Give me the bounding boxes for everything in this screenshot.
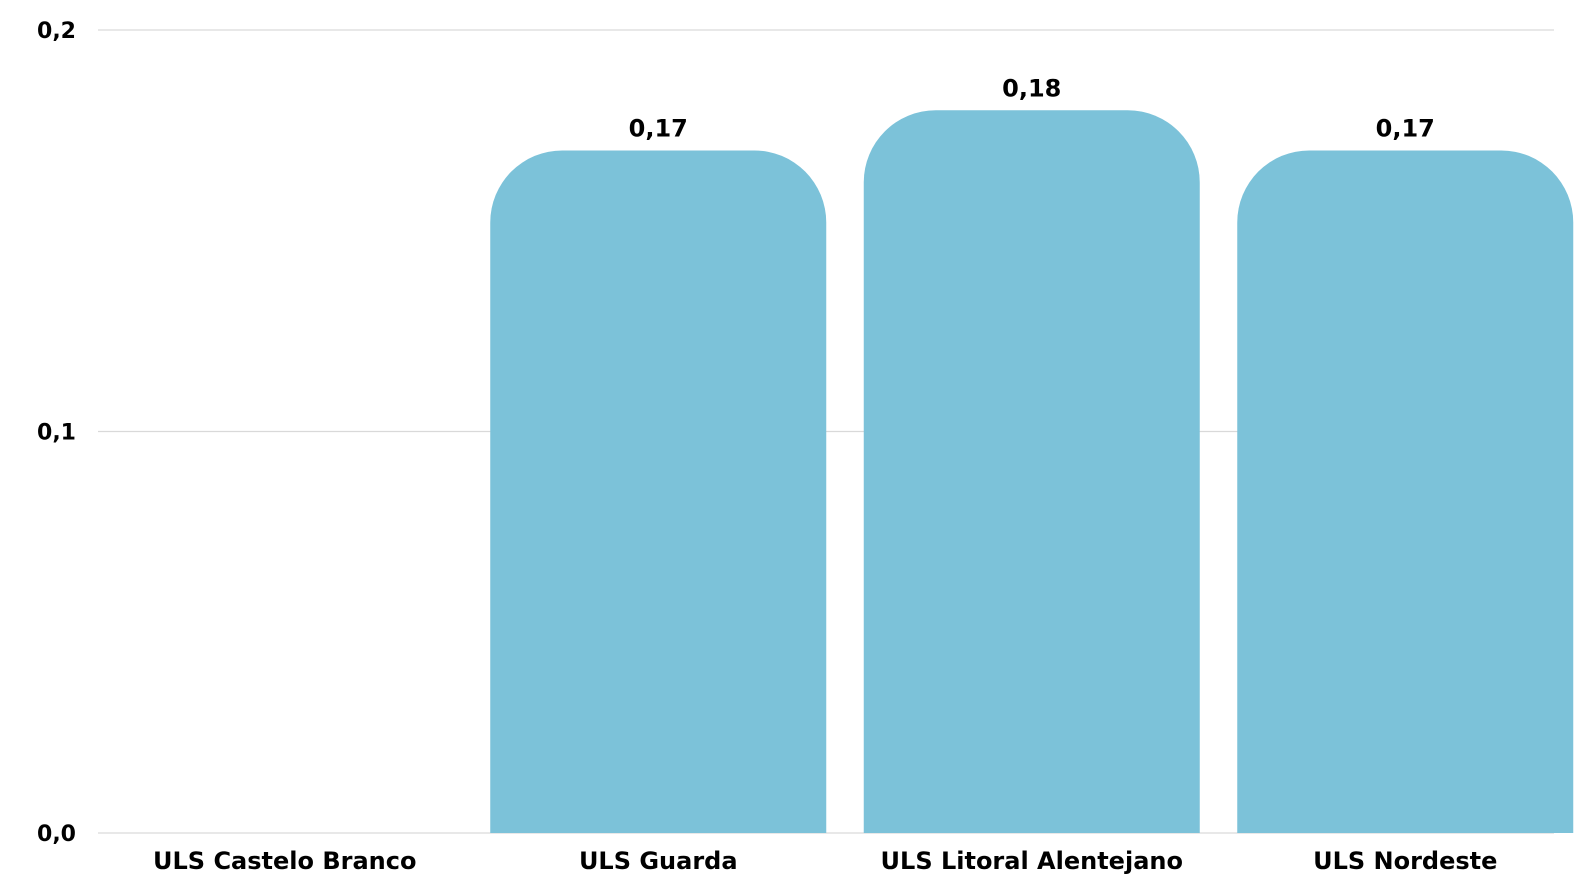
y-tick-label: 0,1 [37,421,76,446]
x-tick-label: ULS Guarda [579,847,738,875]
x-axis: ULS Castelo Branco ULS Guarda ULS Litoral … [153,847,1497,875]
bar [490,150,827,833]
bar [863,110,1200,834]
data-label: 0,17 [1376,114,1435,142]
data-labels: 0,17 0,18 0,17 [629,74,1435,142]
y-tick-label: 0,2 [37,19,76,44]
data-label: 0,17 [629,114,688,142]
x-tick-label: ULS Nordeste [1313,847,1497,875]
y-tick-label: 0,0 [37,822,76,847]
bar [1237,150,1574,833]
bars [490,110,1574,834]
data-label: 0,18 [1002,74,1061,102]
y-axis: 0,0 0,1 0,2 [37,19,76,847]
x-tick-label: ULS Litoral Alentejano [881,847,1183,875]
x-tick-label: ULS Castelo Branco [153,847,416,875]
